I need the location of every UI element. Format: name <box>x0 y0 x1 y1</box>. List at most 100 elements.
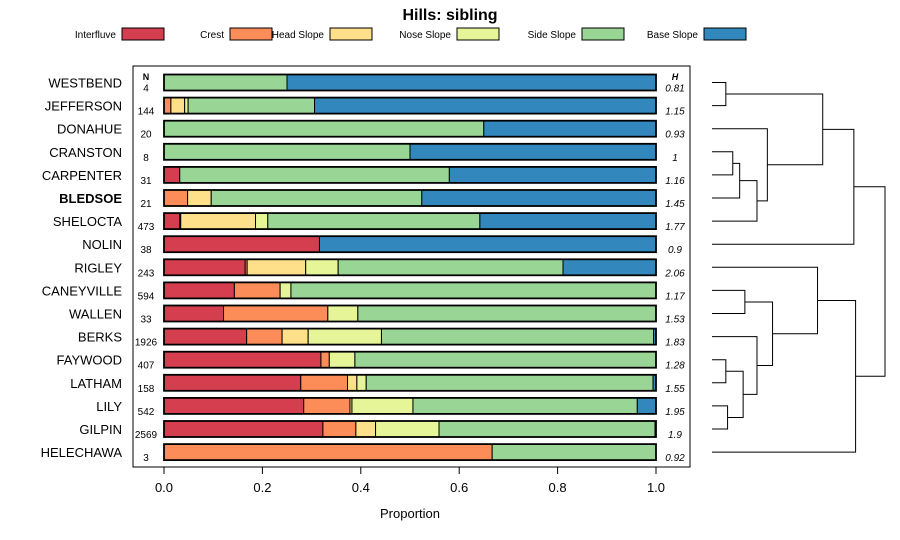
bar-segment <box>267 212 481 230</box>
bar-segment <box>163 74 288 91</box>
chart-row: BERKS 1926 1.83 <box>78 327 685 349</box>
row-n-value: 4 <box>143 84 149 95</box>
bar-segment <box>163 328 248 346</box>
bar-outline <box>163 327 657 346</box>
row-n-value: 20 <box>140 130 152 141</box>
dendrogram-branch <box>712 405 729 430</box>
chart-row: CARPENTER 31 1.16 <box>42 165 685 187</box>
legend-swatch <box>229 27 273 41</box>
bar-segment <box>163 374 302 392</box>
chart-row: CANEYVILLE 594 1.17 <box>42 281 685 302</box>
row-label: LATHAM <box>70 376 122 391</box>
row-label: WESTBEND <box>48 76 122 91</box>
chart-row: LATHAM 158 1.55 <box>70 373 685 395</box>
plot-frame <box>132 65 691 468</box>
row-n-value: 3 <box>143 453 149 464</box>
row-h-value: 1.16 <box>665 176 685 187</box>
bar-segment <box>351 397 414 415</box>
row-n-value: 243 <box>138 268 155 279</box>
bar-outline <box>163 258 657 277</box>
bar-segment <box>303 397 351 415</box>
legend-label: Side Slope <box>528 30 577 41</box>
bar-segment <box>163 351 322 369</box>
bar-segment <box>163 143 411 161</box>
x-axis: 0.0 0.2 0.4 0.6 0.8 1.0 <box>155 467 665 495</box>
bar-segment <box>314 97 657 115</box>
bar-segment <box>180 212 257 230</box>
bar-segment <box>163 120 485 138</box>
dendrogram-branch <box>712 128 855 245</box>
h-header: H <box>672 72 679 82</box>
chart-row: WESTBEND 4 0.81 <box>48 73 685 95</box>
bar-segment <box>163 420 324 438</box>
dendrogram-branch <box>853 186 886 377</box>
bar-segment <box>375 420 440 438</box>
bar-segment <box>320 351 330 369</box>
row-label: LILY <box>96 399 122 414</box>
dendrogram-branch <box>712 336 758 395</box>
legend-swatch <box>121 27 165 41</box>
row-h-value: 1.83 <box>665 338 685 349</box>
bar-segment <box>491 443 657 461</box>
rows: WESTBEND 4 0.81 JEFFERSON 144 1.15 DONAHUE 20 0.… <box>41 73 685 464</box>
chart-row: FAYWOOD 407 1.28 <box>57 350 685 372</box>
chart-row: DONAHUE 20 0.93 <box>57 119 685 141</box>
row-n-value: 21 <box>140 199 152 210</box>
bar-segment <box>327 305 359 322</box>
row-label: HELECHAWA <box>41 445 123 460</box>
bar-segment <box>448 166 657 184</box>
row-n-value: 33 <box>140 315 152 326</box>
bar-outline <box>163 396 657 415</box>
bar-segment <box>356 374 367 392</box>
row-n-value: 158 <box>138 384 155 395</box>
row-label: CARPENTER <box>42 168 122 183</box>
bar-segment <box>300 374 349 392</box>
dendrogram-branch <box>712 162 741 199</box>
dendrogram <box>712 82 886 453</box>
bar-segment <box>421 189 657 207</box>
dendrogram-branch <box>725 93 824 166</box>
dendrogram-branch <box>744 301 774 366</box>
bar-segment <box>163 212 181 230</box>
row-h-value: 2.06 <box>664 268 685 279</box>
bar-segment <box>246 258 307 276</box>
chart-row: CRANSTON 8 1 <box>49 142 678 164</box>
row-label: JEFFERSON <box>45 99 122 114</box>
bar-segment <box>163 305 225 322</box>
row-label: FAYWOOD <box>57 353 122 368</box>
row-h-value: 0.9 <box>668 245 682 256</box>
chart-row: WALLEN 33 1.53 <box>69 304 685 326</box>
bar-segment <box>179 166 450 184</box>
bar-segment <box>163 443 493 461</box>
bar-segment <box>255 212 269 230</box>
legend-item: Base Slope <box>647 27 747 41</box>
legend-label: Interfluve <box>75 30 117 41</box>
dendrogram-branch <box>712 151 734 176</box>
legend-label: Base Slope <box>647 30 699 41</box>
bar-outline <box>163 165 657 184</box>
legend: Interfluve Crest Head Slope Nose Slope Side … <box>75 27 747 41</box>
bar-segment <box>479 212 657 230</box>
row-n-value: 31 <box>140 176 152 187</box>
row-n-value: 2569 <box>135 430 158 441</box>
row-label: GILPIN <box>79 422 122 437</box>
bar-segment <box>328 351 356 369</box>
legend-label: Nose Slope <box>399 30 451 41</box>
row-h-value: 1.77 <box>665 222 685 233</box>
chart-row: RIGLEY 243 2.06 <box>74 258 685 279</box>
legend-item: Side Slope <box>528 27 625 41</box>
chart-row: GILPIN 2569 1.9 <box>79 420 682 441</box>
bar-outline <box>163 373 657 392</box>
row-label: SHELOCTA <box>53 214 122 229</box>
bar-outline <box>163 304 657 323</box>
bar-segment <box>322 420 357 438</box>
bar-segment <box>307 328 382 346</box>
row-h-value: 1.28 <box>665 361 685 372</box>
x-axis-title: Proportion <box>380 506 440 521</box>
bar-segment <box>347 374 358 392</box>
legend-label: Crest <box>200 30 224 41</box>
chart-row: JEFFERSON 144 1.15 <box>45 96 685 118</box>
bar-segment <box>354 351 657 369</box>
bar-outline <box>163 189 657 207</box>
dendrogram-branch <box>725 370 744 418</box>
